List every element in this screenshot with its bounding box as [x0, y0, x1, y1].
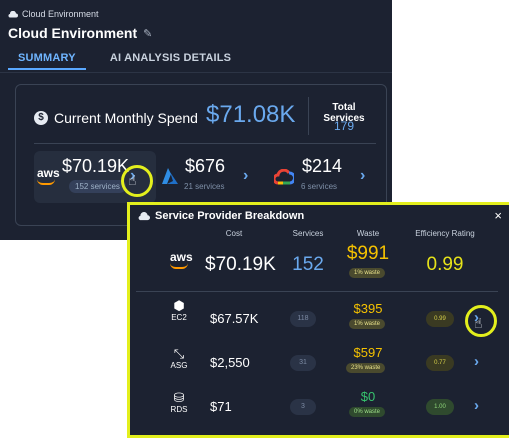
- efficiency-badge: 0.77: [426, 355, 454, 371]
- service-waste: $395: [353, 301, 383, 316]
- edit-icon[interactable]: ✎: [143, 27, 153, 40]
- provider-amount-gcp: $214: [302, 156, 343, 176]
- service-waste-percent: 23% waste: [346, 363, 386, 373]
- service-name: RDS: [170, 405, 188, 414]
- service-count-badge: 31: [290, 355, 316, 371]
- google-cloud-logo-icon: [274, 169, 294, 185]
- total-services-label: Total Services: [323, 102, 365, 124]
- dialog-title-text: Service Provider Breakdown: [155, 210, 305, 222]
- aws-logo-icon: aws: [170, 250, 193, 264]
- cloud-icon: [138, 211, 150, 220]
- total-services-value: 179: [333, 119, 355, 133]
- provider-cost: $70.19K: [205, 254, 276, 275]
- service-name: ASG: [170, 361, 188, 370]
- aws-logo-icon: aws: [37, 166, 60, 180]
- service-count-badge: 3: [290, 399, 316, 415]
- chevron-right-icon[interactable]: ›: [360, 167, 366, 184]
- column-header-waste: Waste: [356, 229, 380, 238]
- service-cost: $2,550: [210, 355, 250, 370]
- tab-summary[interactable]: SUMMARY: [8, 52, 86, 70]
- resize-icon: ⤡: [173, 346, 185, 361]
- efficiency-badge: 1.00: [426, 399, 454, 415]
- provider-amount-aws: $70.19K: [62, 156, 130, 176]
- asg-service-icon: ⤡ ASG: [168, 346, 190, 371]
- pointer-hand-icon: ☝: [474, 315, 483, 331]
- divider: [136, 291, 498, 292]
- dollar-icon: $: [34, 111, 48, 125]
- provider-services-azure: 21 services: [184, 182, 225, 191]
- service-waste: $597: [353, 345, 383, 360]
- service-count-badge: 118: [290, 311, 316, 327]
- service-waste: $0: [360, 389, 376, 404]
- tab-bar: SUMMARY AI ANALYSIS DETAILS: [8, 52, 241, 70]
- ec2-service-icon: ⬢ EC2: [168, 298, 190, 323]
- provider-card-azure[interactable]: $676 21 services ›: [161, 151, 261, 203]
- close-icon[interactable]: ×: [494, 208, 502, 223]
- page-title-text: Cloud Environment: [8, 25, 138, 41]
- click-highlight-ring: [121, 165, 153, 197]
- azure-logo-icon: [162, 168, 178, 184]
- spend-value: $71.08K: [206, 101, 296, 128]
- pointer-hand-icon: ☝: [128, 172, 137, 188]
- service-waste-percent: 0% waste: [349, 407, 386, 417]
- divider: [34, 143, 376, 144]
- cloud-icon: [8, 10, 18, 18]
- service-cost: $67.57K: [210, 311, 259, 326]
- service-name: EC2: [171, 313, 187, 322]
- chevron-right-icon[interactable]: ›: [243, 167, 249, 184]
- provider-services-aws: 152 services: [69, 180, 126, 193]
- provider-waste-percent: 1% waste: [349, 268, 386, 278]
- spend-label: Current Monthly Spend: [54, 110, 198, 126]
- aws-smile-icon: [37, 179, 55, 185]
- column-header-efficiency-rating: Efficiency Rating: [415, 229, 475, 238]
- provider-efficiency-rating: 0.99: [426, 254, 464, 275]
- efficiency-badge: 0.99: [426, 311, 454, 327]
- column-header-cost: Cost: [225, 229, 243, 238]
- chevron-right-icon[interactable]: ›: [474, 397, 479, 414]
- summary-card: $ Current Monthly Spend $71.08K Total Se…: [15, 84, 387, 226]
- page-title: Cloud Environment ✎: [8, 25, 152, 41]
- provider-waste: $991: [346, 243, 390, 264]
- dialog-title: Service Provider Breakdown: [138, 210, 304, 222]
- breadcrumb: Cloud Environment: [8, 9, 99, 19]
- cube-icon: ⬢: [173, 298, 185, 313]
- divider: [308, 97, 309, 135]
- tab-divider: [0, 72, 392, 73]
- tab-ai-analysis-details[interactable]: AI ANALYSIS DETAILS: [109, 52, 232, 64]
- service-waste-percent: 1% waste: [349, 319, 386, 329]
- provider-services-count: 152: [292, 254, 324, 275]
- click-highlight-ring: [465, 305, 497, 337]
- service-cost: $71: [210, 399, 232, 414]
- column-header-services: Services: [292, 229, 324, 238]
- provider-card-gcp[interactable]: $214 6 services ›: [274, 151, 374, 203]
- provider-amount-azure: $676: [185, 156, 226, 176]
- breadcrumb-label[interactable]: Cloud Environment: [22, 9, 99, 19]
- service-provider-breakdown-dialog: Service Provider Breakdown × Cost Servic…: [127, 202, 509, 438]
- database-icon: ⛁: [173, 390, 185, 405]
- aws-smile-icon: [170, 263, 188, 269]
- provider-services-gcp: 6 services: [301, 182, 338, 191]
- rds-service-icon: ⛁ RDS: [168, 390, 190, 415]
- chevron-right-icon[interactable]: ›: [474, 353, 479, 370]
